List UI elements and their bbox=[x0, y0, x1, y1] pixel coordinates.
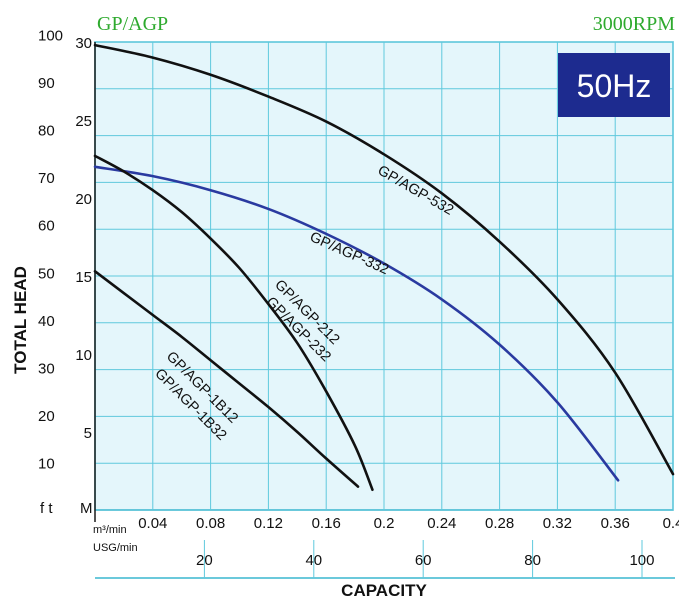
x-tick-label: 0.4 bbox=[663, 515, 679, 532]
curves bbox=[93, 43, 675, 492]
y-axis-title: TOTAL HEAD bbox=[11, 266, 30, 374]
y-secondary-tick-label: 10 bbox=[38, 455, 55, 472]
y-secondary-tick-label: 30 bbox=[38, 360, 55, 377]
y-secondary-tick-label: 90 bbox=[38, 75, 55, 92]
y-primary-unit: M bbox=[80, 500, 93, 517]
speed-label: 3000RPM bbox=[593, 13, 675, 35]
y-secondary-tick-label: 20 bbox=[38, 408, 55, 425]
frequency-badge bbox=[558, 53, 670, 117]
x-tick-label: 0.12 bbox=[254, 515, 283, 532]
x-tick-label: 0.2 bbox=[374, 515, 395, 532]
x-tick-label: 0.24 bbox=[427, 515, 456, 532]
x-tick-label: 0.32 bbox=[543, 515, 572, 532]
x-tick-label: 0.36 bbox=[601, 515, 630, 532]
y-secondary-unit: f t bbox=[40, 500, 53, 517]
x-secondary-tick-label: 40 bbox=[305, 552, 322, 569]
y-tick-label: 10 bbox=[75, 347, 92, 364]
y-secondary-tick-label: 60 bbox=[38, 218, 55, 235]
y-secondary-tick-label: 80 bbox=[38, 123, 55, 140]
y-tick-label: 20 bbox=[75, 191, 92, 208]
x-secondary-tick-label: 20 bbox=[196, 552, 213, 569]
y-tick-label: 5 bbox=[84, 425, 92, 442]
x-tick-label: 0.16 bbox=[312, 515, 341, 532]
y-tick-label: 30 bbox=[75, 35, 92, 52]
y-secondary-tick-label: 70 bbox=[38, 170, 55, 187]
series-title: GP/AGP bbox=[97, 13, 168, 35]
y-secondary-tick-label: 50 bbox=[38, 265, 55, 282]
x-tick-label: 0.28 bbox=[485, 515, 514, 532]
curve-gp-agp-532 bbox=[93, 43, 675, 476]
curve-gp-agp-332 bbox=[93, 165, 620, 482]
frequency-badge-text: 50Hz bbox=[577, 68, 652, 104]
y-tick-label: 15 bbox=[75, 269, 92, 286]
x-axis-title: CAPACITY bbox=[341, 581, 427, 600]
x-primary-unit: m³/min bbox=[93, 524, 127, 536]
x-secondary-tick-label: 60 bbox=[415, 552, 432, 569]
y-tick-label: 25 bbox=[75, 113, 92, 130]
x-secondary-unit: USG/min bbox=[93, 542, 138, 554]
x-tick-label: 0.08 bbox=[196, 515, 225, 532]
curve-gp-agp-1b12 bbox=[93, 270, 360, 488]
x-secondary-tick-label: 80 bbox=[524, 552, 541, 569]
y-secondary-tick-label: 100 bbox=[38, 28, 63, 45]
axis-ticks: 0.04 0.08 0.12 0.16 0.2 0.24 0.28 0.32 0.36 0.4 20… bbox=[38, 28, 679, 578]
grid bbox=[95, 41, 674, 510]
y-secondary-tick-label: 40 bbox=[38, 313, 55, 330]
curve-gp-agp-212 bbox=[93, 154, 374, 492]
x-tick-label: 0.04 bbox=[138, 515, 167, 532]
x-secondary-tick-label: 100 bbox=[629, 552, 654, 569]
